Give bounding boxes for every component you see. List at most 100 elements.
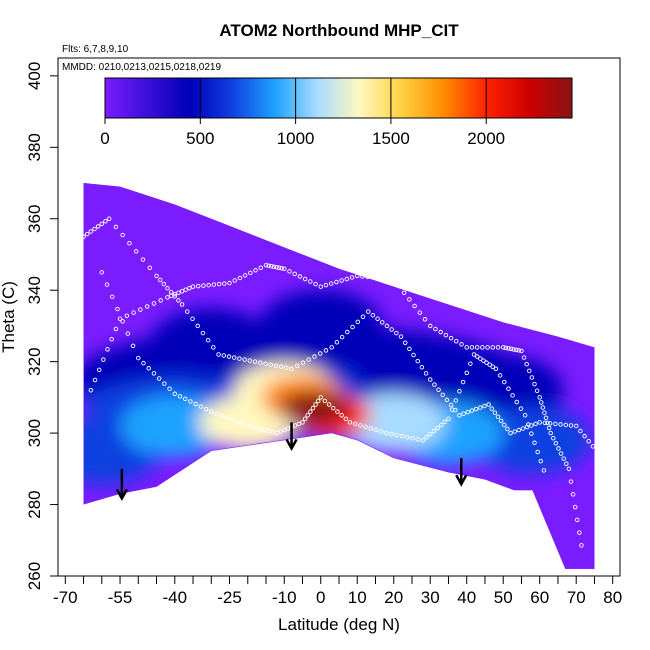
obs-point (278, 429, 283, 434)
obs-point (227, 280, 232, 286)
obs-point (214, 411, 219, 416)
obs-point (508, 430, 513, 436)
obs-point (105, 347, 110, 352)
obs-point (226, 354, 232, 359)
obs-point (360, 314, 366, 319)
obs-point (274, 264, 279, 270)
colorbar: 0 500 1000 1500 2000 (100, 77, 573, 148)
obs-point (172, 294, 178, 299)
obs-point (136, 355, 141, 361)
x-tick-label: 0 (316, 588, 325, 607)
obs-point (141, 360, 146, 366)
obs-point (165, 285, 170, 291)
obs-point (146, 366, 151, 371)
obs-point (130, 343, 136, 349)
obs-point (313, 281, 318, 287)
obs-point (318, 284, 324, 289)
obs-point (438, 329, 443, 335)
obs-point (419, 365, 425, 370)
obs-point (104, 282, 110, 287)
obs-point (394, 330, 399, 336)
obs-point (399, 433, 405, 439)
obs-point (575, 517, 580, 523)
x-tick-label: 20 (384, 588, 403, 607)
obs-point (284, 365, 289, 371)
obs-point (443, 332, 449, 338)
obs-point (506, 346, 511, 351)
obs-point (579, 543, 584, 548)
obs-point (474, 354, 480, 359)
obs-point (502, 422, 507, 428)
obs-point (339, 334, 345, 340)
obs-point (156, 376, 162, 381)
obs-point (344, 276, 350, 282)
obs-point (514, 399, 520, 405)
obs-point (103, 219, 108, 224)
y-tick-label: 280 (25, 490, 44, 518)
obs-point (487, 362, 492, 367)
obs-point (176, 290, 181, 296)
obs-point (133, 249, 139, 254)
obs-point (249, 424, 255, 430)
heatmap-blob (150, 308, 273, 380)
obs-point (355, 319, 361, 325)
obs-point (490, 364, 496, 370)
obs-point (219, 413, 224, 419)
obs-point (363, 424, 368, 430)
obs-point (529, 375, 535, 380)
obs-point (313, 402, 318, 407)
obs-point (190, 284, 196, 289)
obs-point (187, 285, 192, 291)
obs-point (305, 412, 310, 418)
obs-point (322, 398, 328, 404)
obs-point (553, 421, 558, 427)
x-tick-label: 10 (348, 588, 367, 607)
obs-point (165, 295, 170, 300)
obs-point (262, 427, 267, 433)
obs-point (120, 232, 125, 238)
obs-point (302, 416, 308, 422)
obs-point (268, 263, 274, 269)
obs-point (510, 393, 515, 398)
obs-point (410, 435, 415, 441)
obs-point (396, 283, 402, 289)
obs-point (200, 330, 206, 336)
obs-point (389, 431, 394, 437)
obs-point (553, 441, 559, 446)
observation-points (81, 216, 604, 548)
x-tick-label: 50 (494, 588, 513, 607)
obs-point (478, 405, 483, 410)
obs-point (349, 275, 355, 280)
obs-point (154, 273, 159, 279)
obs-point (381, 276, 386, 281)
obs-point (177, 394, 183, 399)
obs-point (88, 229, 94, 234)
obs-point (546, 425, 552, 431)
obs-point (594, 449, 600, 454)
obs-point (263, 361, 268, 366)
obs-point (131, 310, 136, 315)
obs-point (503, 345, 509, 351)
obs-point (237, 356, 242, 361)
obs-point (485, 345, 490, 350)
obs-point (524, 361, 529, 367)
obs-point (242, 273, 248, 278)
obs-point (158, 298, 163, 303)
obs-point (237, 275, 243, 281)
obs-point (442, 419, 448, 425)
obs-point (482, 403, 487, 409)
obs-point (391, 277, 396, 282)
obs-point (127, 241, 132, 246)
obs-point (144, 304, 150, 309)
obs-point (203, 406, 209, 412)
obs-point (474, 345, 480, 350)
obs-point (543, 415, 549, 421)
obs-point (548, 430, 553, 436)
obs-point (209, 409, 214, 414)
obs-point (266, 263, 271, 268)
obs-point (577, 530, 582, 535)
obs-point (125, 331, 131, 336)
obs-point (495, 345, 501, 350)
obs-point (573, 423, 579, 429)
obs-point (312, 354, 317, 359)
